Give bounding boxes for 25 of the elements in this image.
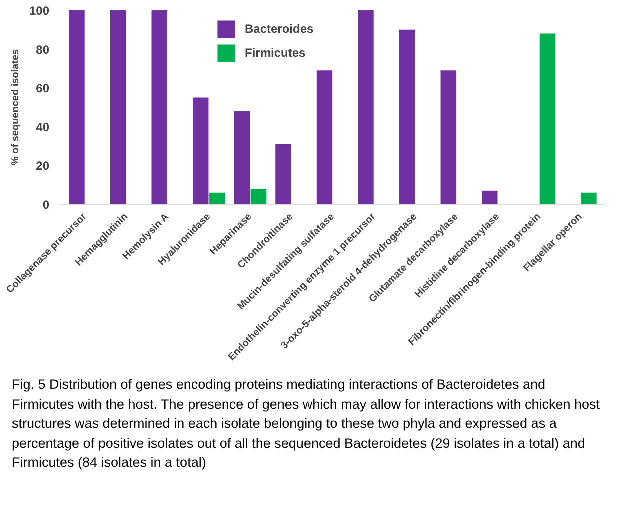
bar (276, 144, 292, 204)
y-tick-label: 40 (36, 120, 50, 134)
bar (193, 98, 209, 204)
bar (581, 192, 597, 204)
bar (152, 10, 168, 204)
y-tick-label: 20 (36, 159, 50, 174)
bar (482, 190, 498, 204)
legend-label: Bacteroides (245, 22, 314, 36)
bar (316, 70, 333, 204)
bar (69, 10, 85, 204)
bar (358, 10, 374, 204)
bar (234, 111, 250, 204)
bar (250, 188, 267, 204)
bar (440, 70, 456, 204)
bar (110, 10, 126, 204)
bar (210, 192, 226, 204)
caption: Fig. 5 Distribution of genes encoding proteins mediating interactions of Bacteroidetes and Firmicutes with the host. The presence of genes which may allow for interactions with chicken host structures was determined in each isolate belonging to these two phyla and expressed as a percentage of positive isolates out of all the sequenced Bacteroidetes (29 isolates in a total) and Firmicutes (84 isolates in a total) (12, 376, 602, 472)
y-tick-label: 100 (29, 4, 50, 18)
bar (399, 30, 416, 204)
y-axis-title: % of sequenced isolates (10, 48, 22, 166)
y-tick-label: 60 (36, 82, 50, 96)
legend-label: Firmicutes (245, 46, 306, 60)
y-tick-label: 80 (36, 42, 50, 57)
bar (540, 34, 556, 204)
y-tick-label: 0 (42, 198, 50, 212)
